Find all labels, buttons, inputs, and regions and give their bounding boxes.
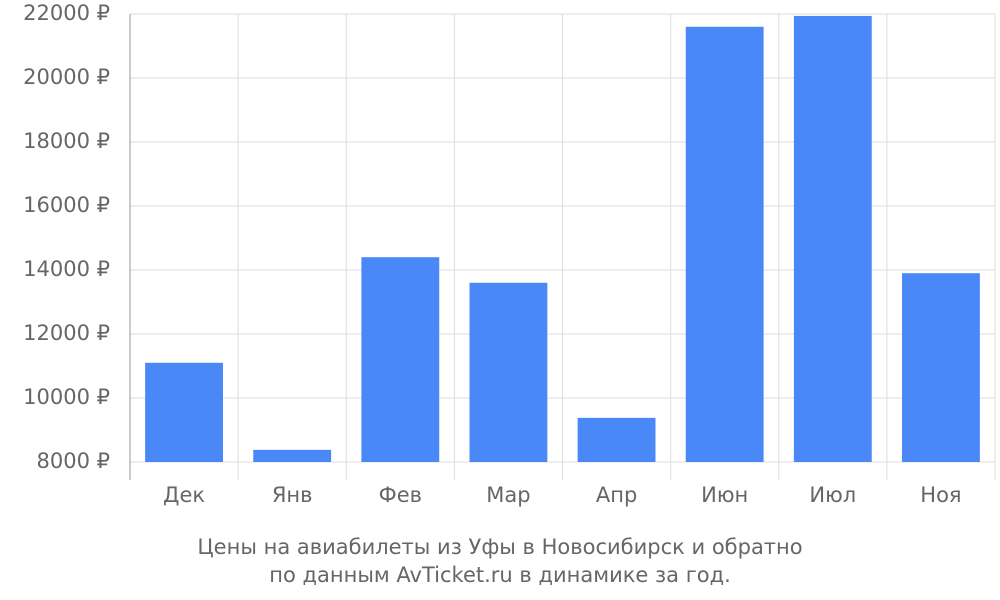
bar — [902, 273, 980, 462]
bar — [253, 449, 332, 462]
y-tick-label: 10000 ₽ — [23, 385, 110, 409]
x-tick-label: Фев — [379, 483, 422, 507]
y-tick-label: 20000 ₽ — [23, 65, 110, 89]
bar — [685, 26, 764, 463]
x-tick-label: Июн — [701, 483, 748, 507]
chart-title: по данным AvTicket.ru в динамике за год. — [269, 563, 731, 587]
x-tick-label: Янв — [272, 483, 313, 507]
bar — [577, 417, 656, 462]
x-tick-label: Июл — [809, 483, 856, 507]
y-tick-label: 8000 ₽ — [37, 449, 110, 473]
y-tick-label: 16000 ₽ — [23, 193, 110, 217]
x-tick-label: Апр — [596, 483, 637, 507]
bar — [469, 282, 548, 462]
y-tick-label: 18000 ₽ — [23, 129, 110, 153]
bar — [361, 257, 440, 462]
x-tick-label: Ноя — [920, 483, 961, 507]
y-tick-label: 22000 ₽ — [23, 1, 110, 25]
x-tick-label: Дек — [163, 483, 205, 507]
y-tick-label: 12000 ₽ — [23, 321, 110, 345]
bar — [793, 15, 872, 462]
chart-title: Цены на авиабилеты из Уфы в Новосибирск … — [197, 535, 802, 559]
y-tick-label: 14000 ₽ — [23, 257, 110, 281]
x-tick-label: Мар — [486, 483, 530, 507]
bar — [145, 362, 223, 462]
